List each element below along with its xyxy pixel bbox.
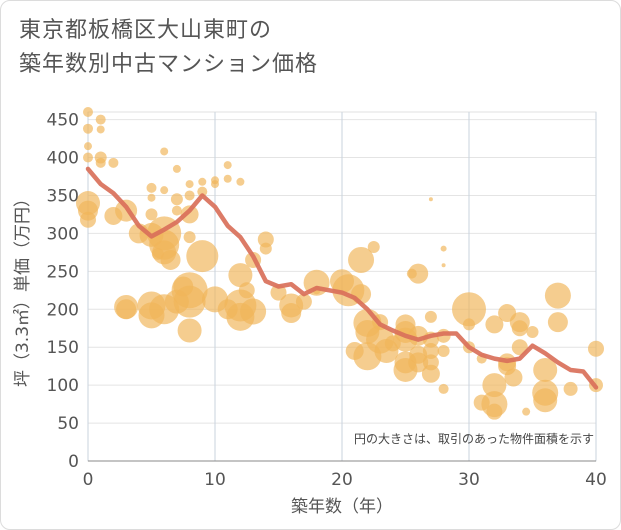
bubble-point	[437, 344, 450, 357]
bubbles-layer	[76, 107, 604, 420]
bubble-point	[526, 326, 539, 339]
bubble-point	[228, 263, 253, 288]
bubble-point	[184, 190, 195, 201]
x-axis-label: 築年数（年）	[291, 497, 393, 517]
bubble-point	[145, 208, 158, 221]
x-tick-label: 20	[331, 470, 353, 490]
bubble-point	[440, 245, 447, 252]
bubble-point	[116, 299, 137, 320]
y-tick-label: 450	[47, 111, 79, 131]
axes-layer: 0 50 100 150 200 250 300 350 400 450 0 10 20 30 40	[47, 111, 607, 490]
bubble-point	[295, 293, 312, 310]
bubble-point	[173, 285, 206, 318]
y-tick-label: 350	[47, 186, 79, 206]
bubble-point	[80, 211, 96, 228]
bubble-point	[367, 241, 380, 254]
bubble-point	[485, 315, 504, 334]
bubble-point	[486, 403, 503, 420]
trend-line-layer	[85, 166, 599, 390]
bubble-point	[452, 292, 486, 327]
bubble-point	[441, 263, 446, 268]
bubble-point	[95, 114, 106, 125]
bubble-point	[180, 205, 199, 224]
y-tick-label: 50	[57, 414, 79, 434]
bubble-point	[563, 381, 578, 396]
bubble-point	[588, 340, 604, 357]
bubble-point	[463, 318, 475, 331]
x-tick-label: 40	[585, 470, 607, 490]
bubble-point	[177, 318, 202, 343]
bubble-point	[482, 373, 507, 398]
bubble-point	[223, 161, 232, 170]
bubble-point	[186, 240, 219, 273]
bubble-point	[238, 282, 255, 299]
bubble-point	[424, 310, 437, 323]
y-axis-label: 坪（3.3㎡）単価（万円）	[13, 190, 33, 387]
bubble-point	[197, 186, 208, 197]
bubble-point	[259, 242, 272, 255]
size-legend-note: 円の大きさは、取引のあった物件面積を示す	[354, 431, 594, 446]
y-tick-label: 200	[47, 300, 79, 320]
bubble-point	[236, 177, 245, 186]
bubble-point	[522, 407, 531, 416]
bubble-point	[547, 312, 568, 333]
bubble-point	[408, 352, 429, 373]
bubble-point	[160, 147, 169, 156]
chart-title-line2: 築年数別中古マンション価格	[19, 52, 319, 77]
x-tick-label: 0	[83, 470, 94, 490]
chart-title: 東京都板橋区大山東町の 築年数別中古マンション価格	[19, 14, 318, 82]
bubble-point	[533, 388, 558, 413]
y-tick-label: 400	[47, 149, 79, 169]
bubble-point	[83, 152, 93, 163]
bubble-point	[348, 246, 375, 273]
bubble-point	[428, 197, 433, 202]
y-tick-label: 0	[68, 452, 79, 472]
bubble-point	[504, 368, 523, 387]
bubble-point	[171, 205, 182, 216]
x-tick-label: 30	[458, 470, 480, 490]
y-tick-label: 250	[47, 262, 79, 282]
y-tick-label: 150	[47, 338, 79, 358]
bubble-point	[438, 383, 449, 394]
bubble-point	[84, 142, 92, 151]
bubble-point	[146, 182, 157, 193]
bubble-point	[96, 125, 105, 134]
bubble-point	[198, 177, 207, 186]
bubble-point	[147, 193, 156, 202]
bubble-point	[170, 193, 183, 206]
x-tick-label: 10	[204, 470, 226, 490]
bubble-point	[240, 298, 267, 325]
bubble-point	[511, 320, 528, 337]
bubble-point	[160, 249, 181, 270]
bubble-point	[270, 284, 287, 301]
bubble-point	[422, 342, 439, 359]
bubble-point	[257, 231, 274, 248]
bubble-point	[223, 174, 232, 183]
bubble-point	[533, 357, 558, 382]
bubble-point	[185, 180, 194, 189]
y-tick-label: 300	[47, 224, 79, 244]
bubble-point	[172, 164, 181, 173]
bubble-point	[408, 263, 429, 284]
bubble-point	[211, 180, 219, 189]
y-tick-label: 100	[47, 376, 79, 396]
bubble-point	[160, 186, 169, 195]
bubble-point	[281, 303, 302, 324]
bubble-point	[421, 364, 440, 383]
chart-title-line1: 東京都板橋区大山東町の	[19, 18, 273, 43]
bubble-point	[108, 157, 119, 168]
bubble-point	[83, 123, 93, 134]
bubble-point	[511, 339, 528, 356]
bubble-point	[95, 157, 106, 168]
bubble-point	[544, 282, 571, 309]
bubble-point	[83, 107, 93, 117]
bubble-point	[183, 231, 196, 244]
trend-line	[85, 166, 599, 390]
